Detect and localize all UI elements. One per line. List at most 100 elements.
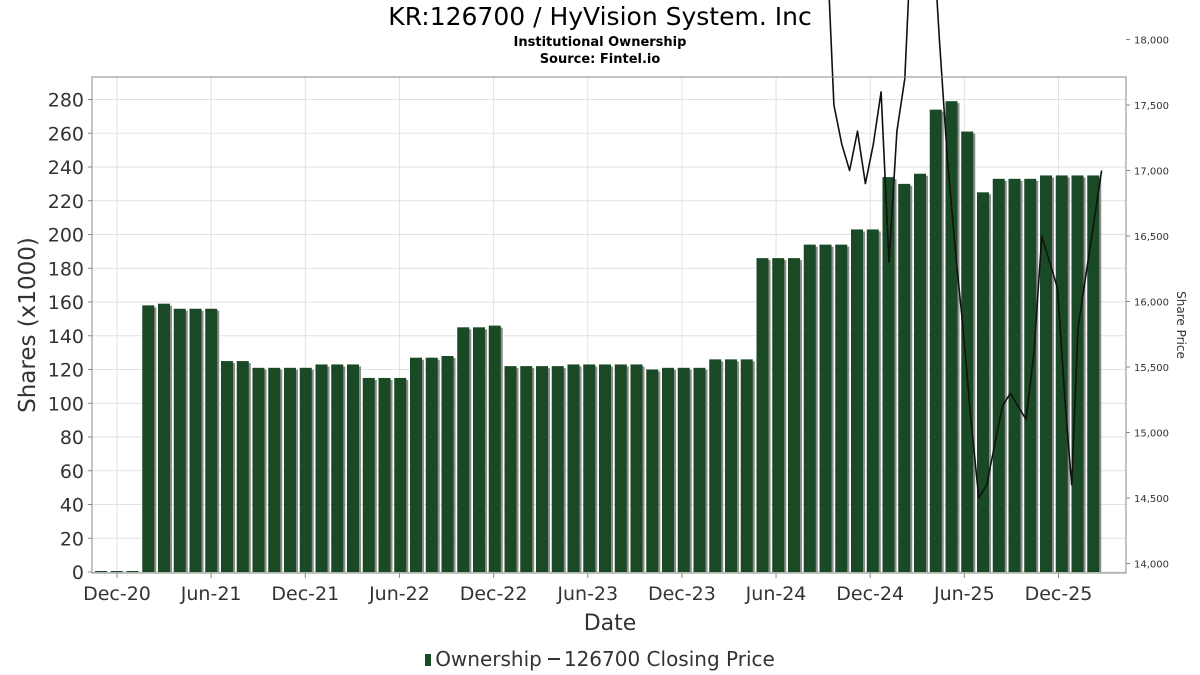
y-tick-label: 40 — [60, 495, 84, 517]
bar-fill — [362, 377, 375, 572]
y-tick-label: 200 — [48, 225, 84, 247]
bar — [1008, 178, 1023, 572]
bar — [394, 377, 409, 572]
bar — [725, 359, 739, 572]
bar — [567, 364, 582, 572]
bar — [551, 366, 566, 572]
bar-fill — [662, 367, 674, 572]
y2-tick-label: 18,000 — [1134, 36, 1169, 47]
bar — [693, 367, 708, 572]
bar — [142, 305, 157, 572]
price-line-series — [828, 0, 1103, 499]
legend: Ownership 126700 Closing Price — [0, 647, 1200, 671]
bar — [126, 571, 139, 572]
bar-fill — [929, 109, 942, 572]
bar-fill — [189, 308, 202, 572]
bar-fill — [331, 364, 344, 572]
bar-fill — [299, 367, 312, 572]
y-tick-label: 160 — [48, 292, 84, 314]
bar-fill — [1040, 175, 1052, 572]
bar — [299, 367, 314, 572]
y-tick-label: 80 — [60, 427, 84, 449]
bar-fill — [441, 356, 454, 572]
bar-fill — [268, 367, 281, 572]
bar — [347, 364, 361, 572]
bar — [709, 359, 724, 572]
y-tick-label: 20 — [60, 528, 84, 550]
bar — [1087, 175, 1102, 572]
x-tick-label: Dec-24 — [836, 583, 904, 605]
bar-fill — [347, 364, 359, 572]
legend-price-label: 126700 Closing Price — [563, 647, 775, 671]
bar-fill — [740, 359, 753, 572]
y2-tick-label: 17,500 — [1134, 101, 1169, 112]
chart-title: KR:126700 / HyVision System. Inc — [388, 2, 812, 31]
bar-fill — [1071, 175, 1084, 572]
bar — [662, 367, 676, 572]
x-tick-label: Dec-21 — [271, 583, 339, 605]
y-tick-label: 60 — [60, 461, 84, 483]
bar — [189, 308, 204, 572]
bar — [252, 367, 267, 572]
bar-series — [95, 101, 1102, 572]
bar — [1040, 175, 1054, 572]
bar — [331, 364, 346, 572]
bar — [898, 183, 913, 572]
bar — [583, 364, 598, 572]
bar-fill — [520, 366, 533, 572]
plot-frame — [91, 76, 1127, 574]
bar-fill — [425, 357, 438, 572]
y-tick-label: 260 — [48, 123, 84, 145]
bar — [488, 325, 503, 572]
bar-fill — [882, 177, 895, 572]
x-axis-label: Date — [584, 611, 637, 636]
y2-tick-label: 14,000 — [1134, 560, 1169, 571]
bar — [914, 173, 928, 572]
price-line — [828, 0, 1103, 499]
bar-fill — [725, 359, 737, 572]
bar-fill — [977, 192, 989, 572]
bar — [646, 369, 661, 572]
x-tick-label: Jun-23 — [556, 583, 618, 605]
bar-fill — [1087, 175, 1100, 572]
bar-fill — [599, 364, 611, 572]
bar-fill — [126, 571, 139, 572]
bar — [961, 131, 976, 572]
bar-fill — [95, 571, 107, 572]
bar — [457, 327, 472, 572]
bar — [110, 571, 123, 572]
bar-fill — [835, 244, 848, 572]
bar-fill — [551, 366, 564, 572]
bar — [221, 361, 235, 572]
legend-ownership-swatch — [425, 654, 432, 666]
bar-fill — [567, 364, 580, 572]
bar — [504, 366, 519, 572]
y-tick-label: 240 — [48, 157, 84, 179]
bar-fill — [504, 366, 517, 572]
bar — [173, 308, 188, 572]
bar-fill — [394, 377, 407, 572]
bar-fill — [410, 357, 422, 572]
bar-fill — [252, 367, 265, 572]
bar-fill — [142, 305, 155, 572]
bar — [473, 327, 487, 572]
bar-fill — [851, 229, 863, 572]
bar — [819, 244, 834, 572]
bar-fill — [583, 364, 596, 572]
y-tick-label: 280 — [48, 90, 84, 112]
bar-fill — [1008, 178, 1021, 572]
bar — [630, 364, 645, 572]
y-tick-label: 140 — [48, 326, 84, 348]
y2-tick-label: 14,500 — [1134, 494, 1169, 505]
bar — [1071, 175, 1086, 572]
bar-fill — [866, 229, 879, 572]
y-axis-right: 14,000 14,500 15,000 15,500 16,000 16,500 17,0… — [1126, 36, 1169, 571]
bar — [158, 303, 172, 572]
bar-fill — [110, 571, 123, 572]
legend-price-swatch — [547, 658, 560, 660]
x-tick-label: Jun-21 — [180, 583, 242, 605]
y2-axis-label: Share Price — [1174, 291, 1188, 359]
y-tick-label: 220 — [48, 191, 84, 213]
bar — [851, 229, 865, 572]
